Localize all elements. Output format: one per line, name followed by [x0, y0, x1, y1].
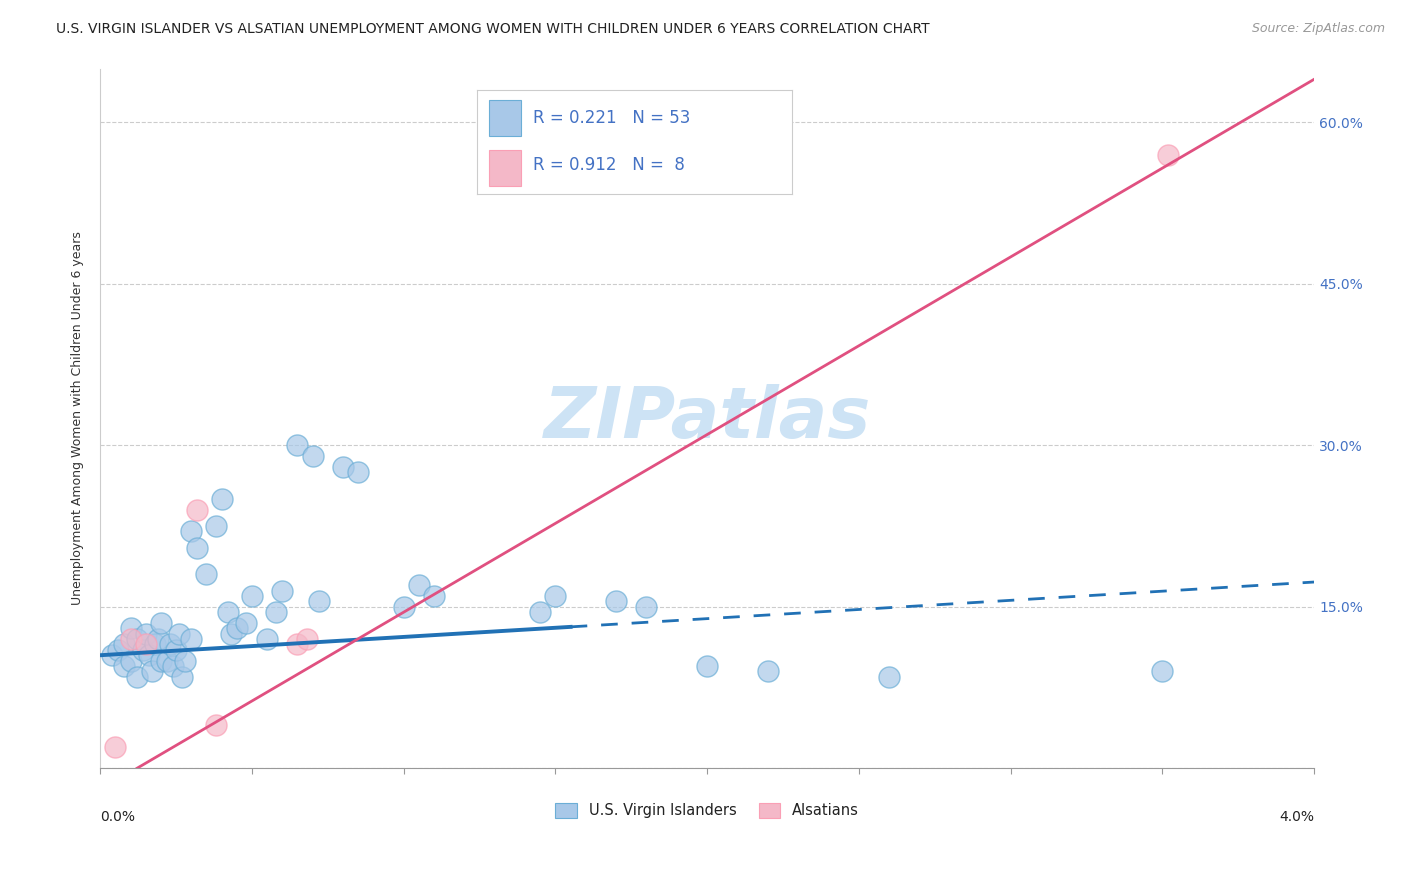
Point — [211, 492, 233, 507]
Point — [271, 583, 294, 598]
Text: Source: ZipAtlas.com: Source: ZipAtlas.com — [1251, 22, 1385, 36]
Point — [138, 648, 160, 663]
Point — [172, 670, 194, 684]
Point — [114, 637, 136, 651]
Point — [225, 621, 247, 635]
Text: U.S. VIRGIN ISLANDER VS ALSATIAN UNEMPLOYMENT AMONG WOMEN WITH CHILDREN UNDER 6 : U.S. VIRGIN ISLANDER VS ALSATIAN UNEMPLO… — [56, 22, 929, 37]
Point — [264, 605, 287, 619]
Point — [204, 718, 226, 732]
Point — [156, 654, 179, 668]
Point — [125, 632, 148, 646]
Point — [408, 578, 430, 592]
Point — [235, 615, 257, 630]
Point — [332, 459, 354, 474]
Text: ZIPatlas: ZIPatlas — [544, 384, 870, 453]
Point — [143, 637, 166, 651]
Point — [114, 659, 136, 673]
Text: 0.0%: 0.0% — [100, 810, 135, 824]
Point — [287, 438, 309, 452]
Point — [149, 654, 172, 668]
Y-axis label: Unemployment Among Women with Children Under 6 years: Unemployment Among Women with Children U… — [72, 231, 84, 606]
Point — [301, 449, 323, 463]
Point — [295, 632, 318, 646]
Point — [131, 643, 153, 657]
Point — [287, 637, 309, 651]
Point — [120, 632, 142, 646]
Point — [217, 605, 239, 619]
Point — [347, 465, 370, 479]
Point — [174, 654, 197, 668]
Point — [195, 567, 218, 582]
Point — [141, 665, 163, 679]
Point — [756, 665, 779, 679]
Legend: U.S. Virgin Islanders, Alsatians: U.S. Virgin Islanders, Alsatians — [550, 797, 865, 824]
Point — [186, 503, 208, 517]
Point — [135, 626, 157, 640]
Point — [120, 621, 142, 635]
Point — [165, 643, 187, 657]
Text: 4.0%: 4.0% — [1279, 810, 1315, 824]
Point — [104, 739, 127, 754]
Point — [240, 589, 263, 603]
Point — [167, 626, 190, 640]
Point — [204, 519, 226, 533]
Point — [1152, 665, 1174, 679]
Point — [1157, 147, 1180, 161]
Point — [180, 524, 202, 539]
Point — [101, 648, 124, 663]
Point — [219, 626, 242, 640]
Point — [120, 654, 142, 668]
Point — [877, 670, 900, 684]
Point — [146, 632, 169, 646]
Point — [135, 637, 157, 651]
Point — [636, 599, 658, 614]
Point — [180, 632, 202, 646]
Point — [149, 615, 172, 630]
Point — [256, 632, 278, 646]
Point — [159, 637, 181, 651]
Point — [544, 589, 567, 603]
Point — [529, 605, 551, 619]
Point — [696, 659, 718, 673]
Point — [605, 594, 627, 608]
Point — [107, 643, 129, 657]
Point — [186, 541, 208, 555]
Point — [162, 659, 184, 673]
Point — [423, 589, 446, 603]
Point — [392, 599, 415, 614]
Point — [308, 594, 330, 608]
Point — [125, 670, 148, 684]
